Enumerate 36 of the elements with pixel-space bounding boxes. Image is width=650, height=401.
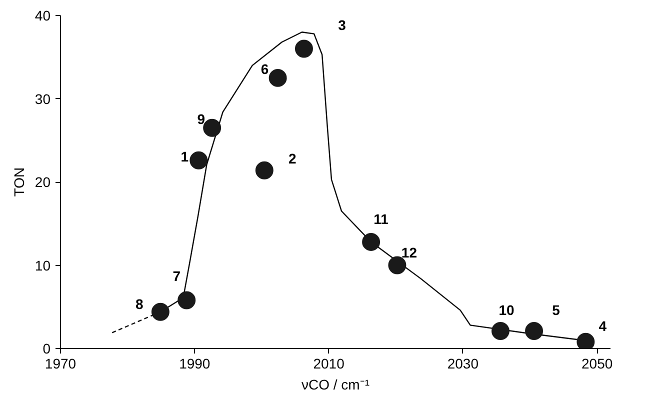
y-axis-title: TON [10, 167, 27, 197]
point [203, 118, 222, 137]
annotation: 9 [197, 110, 206, 127]
annotation: 2 [288, 150, 297, 166]
annotation: 5 [552, 302, 560, 318]
point [190, 151, 208, 170]
x-axis-title: νCO / cm⁻¹ [302, 376, 370, 392]
y-tick-label: 0 [42, 340, 51, 356]
point [388, 256, 406, 274]
point [255, 161, 274, 180]
point [362, 232, 380, 251]
point [268, 68, 287, 87]
x-tick-label: 2050 [582, 356, 613, 372]
point [525, 322, 544, 340]
annotation: 3 [338, 16, 346, 33]
annotation: 8 [136, 296, 144, 312]
point [151, 302, 170, 321]
annotation: 1 [180, 148, 189, 164]
y-tick-label: 30 [34, 90, 51, 107]
x-tick-label: 2010 [313, 356, 345, 372]
annotation: 6 [260, 60, 269, 77]
annotation: 12 [401, 244, 418, 260]
point [576, 332, 595, 348]
x-tick-label: 1970 [44, 356, 76, 372]
y-tick-label: 10 [34, 257, 51, 274]
point [178, 291, 196, 310]
point [294, 40, 313, 58]
x-tick-label: 2030 [447, 356, 479, 372]
annotation: 4 [598, 318, 607, 334]
annotation: 7 [172, 268, 181, 284]
y-tick-label: 20 [34, 174, 51, 190]
point [492, 322, 510, 340]
y-tick-label: 40 [34, 8, 51, 24]
annotation: 11 [374, 210, 389, 227]
annotation: 10 [498, 302, 514, 318]
x-tick-label: 1990 [179, 356, 210, 372]
